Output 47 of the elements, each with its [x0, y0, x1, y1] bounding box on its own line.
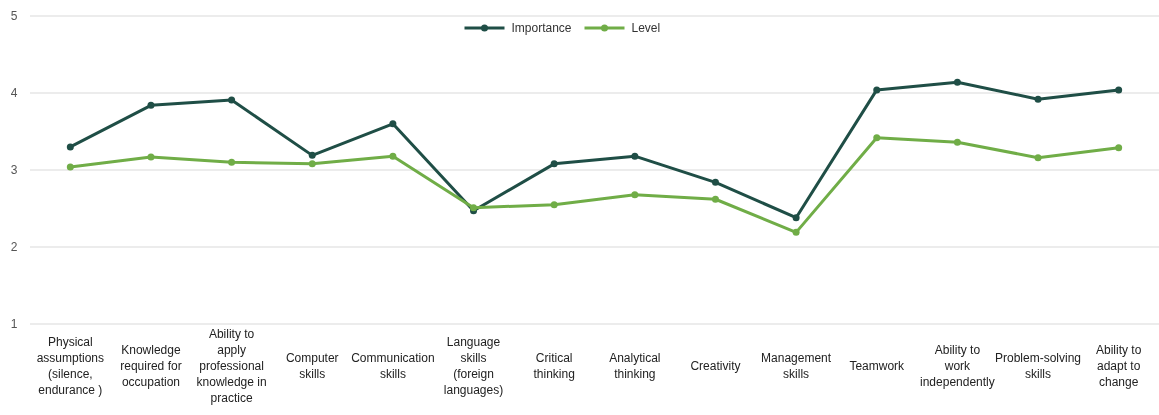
x-tick-label: Communication skills — [351, 351, 435, 381]
point — [1034, 154, 1042, 162]
point — [147, 153, 155, 161]
x-tick-label: Computer skills — [285, 351, 339, 381]
point — [711, 178, 719, 186]
x-tick-label: Physical assumptions (silence, endurance ) — [36, 335, 105, 397]
point — [147, 101, 155, 109]
point — [228, 96, 236, 104]
point — [792, 214, 800, 222]
x-tick-label: Analytical thinking — [609, 351, 661, 381]
point — [1034, 95, 1042, 103]
legend-label: Level — [631, 21, 661, 35]
legend-label: Importance — [511, 21, 572, 35]
x-tick-label: Creativity — [690, 359, 741, 373]
point — [873, 134, 881, 142]
y-tick-label: 1 — [10, 317, 18, 331]
point — [389, 152, 397, 160]
x-tick-label: Ability to apply professional knowledge in practice — [196, 327, 267, 405]
point — [308, 151, 316, 159]
x-tick-label: Teamwork — [849, 359, 906, 373]
x-tick-label: Ability to adapt to change — [1096, 343, 1142, 389]
point — [308, 160, 316, 168]
x-tick-label: Ability to work independently — [920, 343, 995, 389]
x-tick-label: Knowledge required for occupation — [120, 343, 182, 389]
x-tick-label: Critical thinking — [533, 351, 575, 381]
point — [711, 195, 719, 203]
point — [953, 78, 961, 86]
point — [228, 158, 236, 166]
point — [389, 120, 397, 128]
y-tick-label: 4 — [10, 86, 18, 100]
point — [953, 138, 961, 146]
point — [631, 191, 639, 199]
point — [66, 163, 74, 171]
y-tick-label: 5 — [10, 9, 18, 23]
x-tick-label: Management skills — [761, 351, 832, 381]
point — [792, 228, 800, 236]
point — [550, 160, 558, 168]
point — [631, 152, 639, 160]
x-tick-label: Problem-solving skills — [995, 351, 1082, 381]
point — [1115, 144, 1123, 152]
x-tick-label: Language skills (foreign languages) — [443, 335, 504, 397]
point — [66, 143, 74, 151]
point — [873, 86, 881, 94]
point — [1115, 86, 1123, 94]
y-tick-label: 2 — [10, 240, 18, 254]
point — [550, 201, 558, 209]
y-tick-label: 3 — [10, 163, 18, 177]
